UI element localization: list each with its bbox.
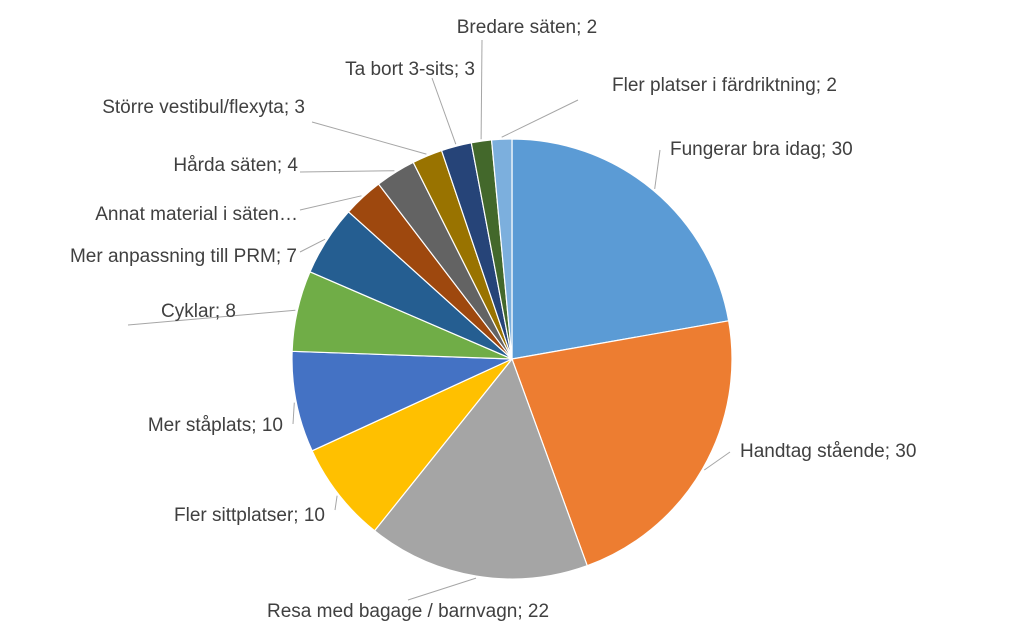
leader-line-5	[292, 402, 295, 425]
leader-line-1	[654, 149, 661, 189]
pie-slice-3	[373, 357, 589, 580]
data-label-11: Ta bort 3-sits; 3	[345, 59, 475, 80]
leader-line-7	[299, 238, 326, 253]
pie-slice-1	[511, 138, 730, 360]
data-label-6: Cyklar; 8	[161, 301, 236, 322]
pie-slice-2	[511, 320, 733, 567]
data-label-5: Mer ståplats; 10	[148, 415, 283, 436]
leader-line-4	[334, 495, 338, 511]
leader-line-9	[299, 170, 395, 173]
data-label-8: Annat material i säten…	[95, 204, 298, 225]
data-label-7: Mer anpassning till PRM; 7	[70, 246, 297, 267]
leader-line-12	[480, 39, 483, 140]
data-labels: Fungerar bra idag; 30 Handtag stående; 30…	[70, 17, 916, 622]
data-label-2: Handtag stående; 30	[740, 441, 916, 462]
data-label-9: Hårda säten; 4	[173, 155, 298, 176]
leader-line-2	[704, 451, 731, 471]
leader-line-3	[407, 577, 477, 601]
pie-slice-5	[291, 350, 513, 452]
data-label-13: Fler platser i färdriktning; 2	[612, 75, 837, 96]
leader-lines	[127, 39, 731, 601]
leader-line-10	[311, 121, 427, 155]
data-label-3: Resa med bagage / barnvagn; 22	[267, 601, 549, 622]
leader-line-8	[299, 195, 362, 211]
pie-slices	[291, 138, 733, 580]
leader-line-6	[127, 309, 296, 326]
data-label-10: Större vestibul/flexyta; 3	[102, 97, 305, 118]
leader-line-13	[501, 99, 579, 138]
pie-slice-13	[490, 138, 513, 360]
data-label-4: Fler sittplatser; 10	[174, 505, 325, 526]
data-label-1: Fungerar bra idag; 30	[670, 139, 853, 160]
data-label-12: Bredare säten; 2	[457, 17, 597, 38]
pie-slice-4	[311, 358, 513, 532]
leader-line-11	[431, 77, 457, 145]
